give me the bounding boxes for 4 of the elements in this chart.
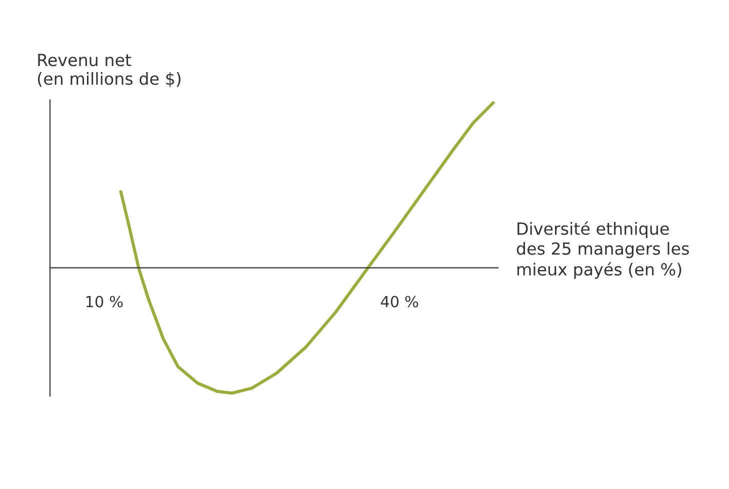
x-tick-label: 10 % (86, 296, 123, 308)
x-tick-label: 40 % (380, 296, 418, 308)
y-axis-title: Revenu net (en millions de $) (38, 54, 180, 88)
x-axis-title: Diversité ethnique des 25 managers les mieux payés (en %) (516, 221, 689, 279)
